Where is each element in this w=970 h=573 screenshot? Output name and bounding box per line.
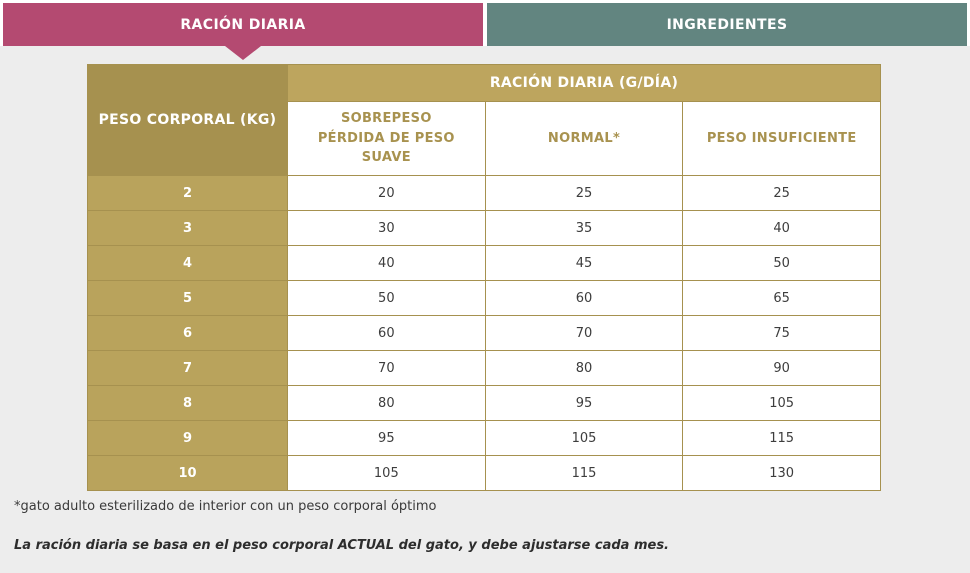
daily-ration-table: PESO CORPORAL (KG) RACIÓN DIARIA (G/DÍA)… (87, 64, 881, 491)
ration-value-cell: 75 (682, 315, 881, 351)
ration-value-cell: 115 (682, 420, 881, 456)
table-row: 6 60 70 75 (87, 315, 881, 351)
table-body: 2 20 25 25 3 30 35 40 4 40 45 50 5 50 60 65 6 60 70 75 7 70 80… (87, 175, 881, 491)
table-row: 3 30 35 40 (87, 210, 881, 246)
tab-ingredientes-label: INGREDIENTES (666, 16, 788, 33)
ration-value-cell: 45 (484, 245, 684, 281)
ration-value-cell: 30 (287, 210, 486, 246)
ration-value-cell: 60 (287, 315, 486, 351)
row-weight-header: 8 (87, 385, 288, 421)
column-header-peso-insuficiente: PESO INSUFICIENTE (682, 101, 881, 176)
table-row: 4 40 45 50 (87, 245, 881, 281)
table-row: 8 80 95 105 (87, 385, 881, 421)
row-weight-header: 10 (87, 455, 288, 491)
active-tab-arrow (225, 46, 261, 60)
ration-value-cell: 115 (484, 455, 684, 491)
column-header-normal: NORMAL* (484, 101, 684, 176)
row-weight-header: 5 (87, 280, 288, 316)
tab-bar: RACIÓN DIARIA INGREDIENTES (0, 0, 970, 46)
ration-value-cell: 65 (682, 280, 881, 316)
table-row: 9 95 105 115 (87, 420, 881, 456)
adjustment-footnote: La ración diaria se basa en el peso corp… (14, 538, 669, 553)
table-header-row: PESO CORPORAL (KG) RACIÓN DIARIA (G/DÍA) (87, 64, 881, 176)
table-subheader-row: SOBREPESO PÉRDIDA DE PESO SUAVE NORMAL* … (88, 101, 881, 176)
table-row: 7 70 80 90 (87, 350, 881, 386)
row-weight-header: 4 (87, 245, 288, 281)
ration-value-cell: 40 (287, 245, 486, 281)
ration-value-cell: 50 (682, 245, 881, 281)
ration-value-cell: 105 (682, 385, 881, 421)
table-row: 2 20 25 25 (87, 175, 881, 211)
row-weight-header: 6 (87, 315, 288, 351)
ration-value-cell: 20 (287, 175, 486, 211)
table-row: 5 50 60 65 (87, 280, 881, 316)
asterisk-footnote: *gato adulto esterilizado de interior co… (14, 499, 437, 514)
ration-value-cell: 95 (484, 385, 684, 421)
ration-value-cell: 130 (682, 455, 881, 491)
table-row: 10 105 115 130 (87, 455, 881, 491)
corner-header-peso-corporal: PESO CORPORAL (KG) (87, 64, 288, 176)
ration-value-cell: 35 (484, 210, 684, 246)
ration-value-cell: 105 (484, 420, 684, 456)
row-weight-header: 2 (87, 175, 288, 211)
ration-value-cell: 80 (287, 385, 486, 421)
row-weight-header: 3 (87, 210, 288, 246)
ration-value-cell: 50 (287, 280, 486, 316)
ration-value-cell: 90 (682, 350, 881, 386)
ration-value-cell: 70 (287, 350, 486, 386)
ration-value-cell: 25 (484, 175, 684, 211)
row-weight-header: 9 (87, 420, 288, 456)
ration-value-cell: 60 (484, 280, 684, 316)
tab-racion-diaria[interactable]: RACIÓN DIARIA (3, 3, 483, 46)
ration-value-cell: 70 (484, 315, 684, 351)
banner-header-racion-diaria: RACIÓN DIARIA (G/DÍA) (287, 64, 881, 102)
ration-value-cell: 105 (287, 455, 486, 491)
ration-value-cell: 95 (287, 420, 486, 456)
ration-value-cell: 25 (682, 175, 881, 211)
row-weight-header: 7 (87, 350, 288, 386)
ration-value-cell: 80 (484, 350, 684, 386)
tab-ingredientes[interactable]: INGREDIENTES (487, 3, 967, 46)
column-header-sobrepeso: SOBREPESO PÉRDIDA DE PESO SUAVE (287, 101, 486, 176)
tab-racion-diaria-label: RACIÓN DIARIA (180, 16, 306, 33)
ration-value-cell: 40 (682, 210, 881, 246)
